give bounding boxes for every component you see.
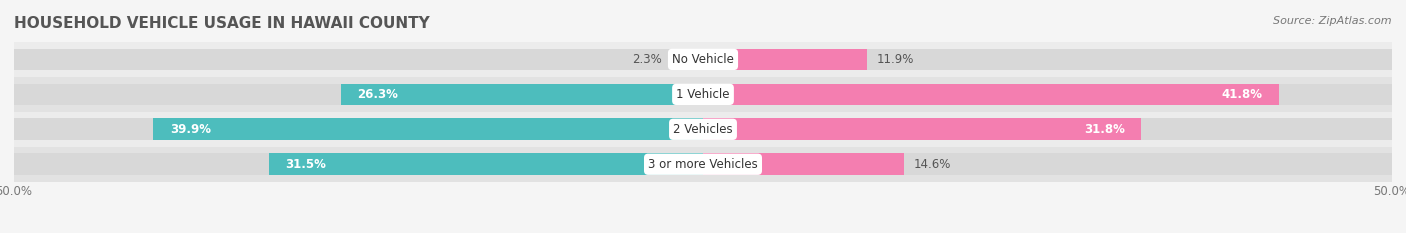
Text: 3 or more Vehicles: 3 or more Vehicles <box>648 158 758 171</box>
Text: 41.8%: 41.8% <box>1222 88 1263 101</box>
Bar <box>14 83 703 105</box>
Bar <box>14 118 703 140</box>
Bar <box>14 112 1392 147</box>
Bar <box>671 49 703 70</box>
Text: 2 Vehicles: 2 Vehicles <box>673 123 733 136</box>
Text: Source: ZipAtlas.com: Source: ZipAtlas.com <box>1274 16 1392 26</box>
Bar <box>340 83 703 105</box>
Text: 14.6%: 14.6% <box>914 158 952 171</box>
Text: 11.9%: 11.9% <box>876 53 914 66</box>
Bar <box>703 153 904 175</box>
Text: 31.5%: 31.5% <box>285 158 326 171</box>
Text: HOUSEHOLD VEHICLE USAGE IN HAWAII COUNTY: HOUSEHOLD VEHICLE USAGE IN HAWAII COUNTY <box>14 16 430 31</box>
Bar <box>703 83 1392 105</box>
Text: 2.3%: 2.3% <box>631 53 662 66</box>
Bar <box>14 42 1392 77</box>
Text: 1 Vehicle: 1 Vehicle <box>676 88 730 101</box>
Bar <box>703 83 1279 105</box>
Bar <box>153 118 703 140</box>
Bar <box>703 153 1392 175</box>
Text: No Vehicle: No Vehicle <box>672 53 734 66</box>
Bar <box>703 49 868 70</box>
Bar <box>14 49 703 70</box>
Text: 31.8%: 31.8% <box>1084 123 1125 136</box>
Bar <box>703 49 1392 70</box>
Text: 26.3%: 26.3% <box>357 88 398 101</box>
Bar <box>703 118 1392 140</box>
Bar <box>703 118 1142 140</box>
Bar <box>14 147 1392 182</box>
Bar <box>14 77 1392 112</box>
Bar <box>269 153 703 175</box>
Bar <box>14 153 703 175</box>
Text: 39.9%: 39.9% <box>170 123 211 136</box>
